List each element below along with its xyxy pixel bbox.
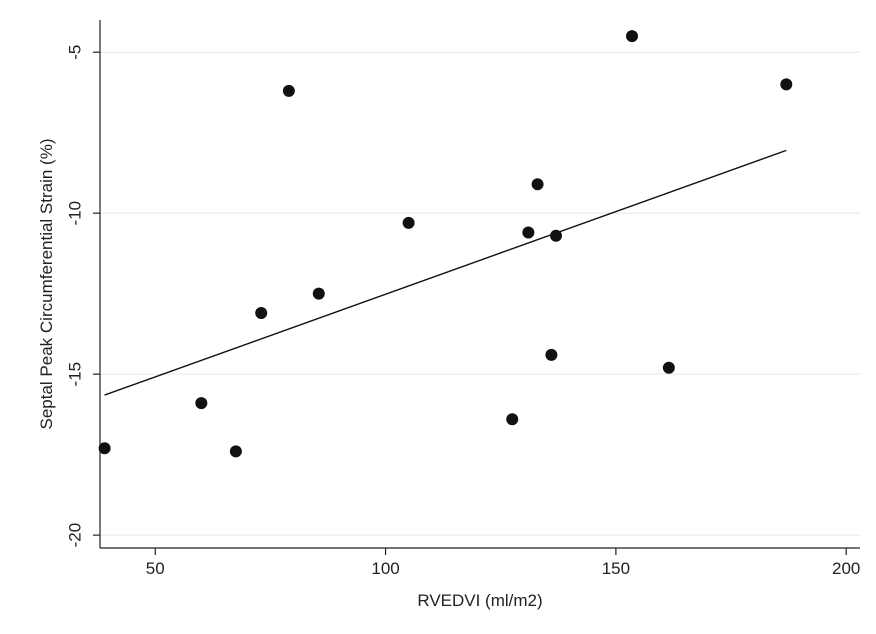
- data-point: [312, 287, 325, 300]
- data-point: [506, 413, 519, 426]
- fit-line: [104, 149, 787, 396]
- x-tick-label: 150: [602, 559, 630, 578]
- data-point: [522, 226, 535, 239]
- data-point: [98, 442, 111, 455]
- data-point: [402, 216, 415, 229]
- y-ticks: -5 -10 -15 -20: [65, 45, 100, 548]
- y-tick-label: -5: [65, 45, 84, 60]
- x-axis-title: RVEDVI (ml/m2): [417, 591, 542, 610]
- x-ticks: 50 100 150 200: [146, 548, 860, 578]
- data-point: [255, 306, 268, 319]
- fit-line-group: [104, 149, 787, 396]
- data-point: [531, 178, 544, 191]
- x-tick-label: 50: [146, 559, 165, 578]
- x-tick-label: 200: [832, 559, 860, 578]
- y-tick-label: -10: [65, 201, 84, 226]
- y-tick-label: -15: [65, 362, 84, 387]
- data-point: [780, 78, 793, 91]
- data-point: [195, 397, 208, 410]
- data-point: [229, 445, 242, 458]
- y-tick-label: -20: [65, 523, 84, 548]
- data-point: [550, 229, 562, 242]
- data-point: [626, 30, 638, 43]
- axes: [99, 20, 860, 549]
- gridlines: [100, 51, 860, 536]
- y-axis-title: Septal Peak Circumferential Strain (%): [37, 138, 56, 429]
- x-tick-label: 100: [371, 559, 399, 578]
- data-points: [98, 30, 793, 458]
- data-point: [662, 361, 675, 374]
- data-point: [545, 348, 558, 361]
- data-point: [282, 84, 295, 97]
